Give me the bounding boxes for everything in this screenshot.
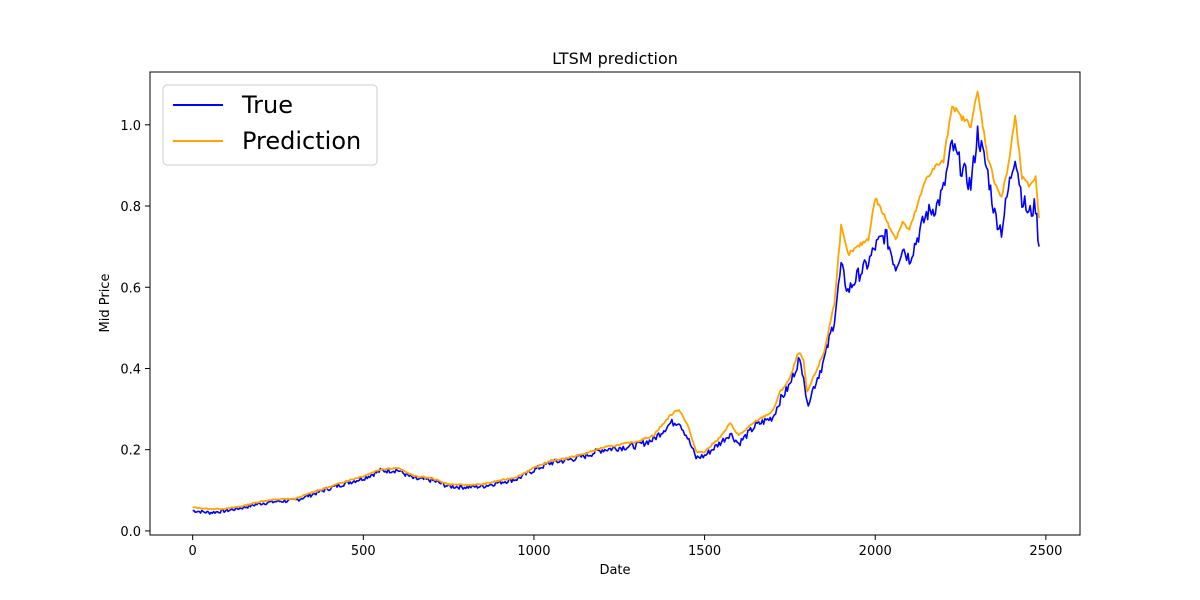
y-tick-label: 0.0 <box>120 525 141 540</box>
y-tick-label: 1.0 <box>120 119 141 134</box>
y-tick-label: 0.4 <box>120 362 141 377</box>
x-tick-label: 500 <box>351 544 376 559</box>
legend-true-label: True <box>241 91 293 119</box>
x-tick-label: 0 <box>189 544 197 559</box>
y-tick-label: 0.2 <box>120 444 141 459</box>
y-axis-label: Mid Price <box>98 274 113 333</box>
x-axis-label: Date <box>599 563 630 578</box>
plot-frame <box>149 71 1081 536</box>
series-layer <box>192 90 1040 515</box>
legend-prediction-label: Prediction <box>242 127 361 155</box>
y-tick-label: 0.6 <box>120 281 141 296</box>
legend: True Prediction <box>162 84 378 166</box>
x-tick-label: 2000 <box>859 544 892 559</box>
series-line-prediction <box>192 90 1040 511</box>
ticks-layer: 0 500 1000 1500 2000 2500 0.0 0.2 0.4 0.6 0.8 1.0 <box>120 119 1062 559</box>
chart-title: LTSM prediction <box>552 49 678 68</box>
x-tick-label: 1500 <box>688 544 721 559</box>
x-tick-label: 2500 <box>1029 544 1062 559</box>
y-tick-label: 0.8 <box>120 200 141 215</box>
x-tick-label: 1000 <box>517 544 550 559</box>
